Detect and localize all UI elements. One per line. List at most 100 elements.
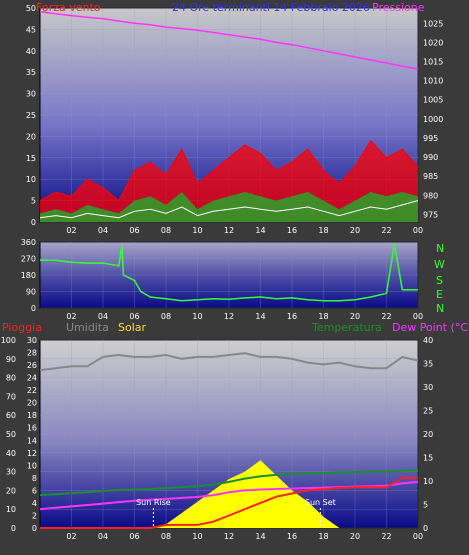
x-tick-label-2: 08 [161, 532, 171, 541]
y-tick-rain: 4 [32, 499, 37, 508]
y-tick-pressure: 1015 [423, 58, 443, 67]
x-tick-label-1: 00 [413, 312, 423, 321]
x-tick-label-0: 18 [318, 226, 328, 235]
y-tick-wind: 35 [26, 68, 36, 77]
x-tick-label-0: 04 [98, 226, 108, 235]
y-tick-direction: 90 [26, 288, 36, 297]
y-tick-pct: 90 [6, 355, 16, 364]
legend-wind: Forza vento [36, 1, 101, 14]
y-tick-pressure: 1005 [423, 96, 443, 105]
y-tick-rain: 22 [27, 386, 37, 395]
x-tick-label-0: 20 [350, 226, 360, 235]
y-tick-pct: 10 [6, 505, 16, 514]
y-tick-direction: 270 [21, 255, 36, 264]
y-tick-wind: 50 [26, 4, 36, 13]
y-tick-rain: 10 [27, 461, 37, 470]
y-tick-pct: 30 [6, 468, 16, 477]
x-tick-label-1: 22 [381, 312, 391, 321]
y-tick-pressure: 980 [423, 191, 438, 200]
annotation-label-1: Sun Set [305, 498, 336, 507]
x-tick-label-2: 20 [350, 532, 360, 541]
chart-title: 24 Ore terminanti 14 Febbraio 2026 [172, 1, 370, 14]
y-tick-direction: 360 [21, 238, 36, 247]
x-tick-label-0: 06 [129, 226, 139, 235]
series-wind-avg-line [39, 200, 419, 219]
x-tick-label-2: 12 [224, 532, 234, 541]
y-tick-rain: 12 [27, 449, 37, 458]
y-tick-temp: 30 [423, 383, 433, 392]
y-tick-rain: 20 [27, 399, 37, 408]
x-tick-label-0: 22 [381, 226, 391, 235]
y-tick-rain: 16 [27, 424, 37, 433]
x-tick-label-1: 10 [192, 312, 202, 321]
x-tick-label-2: 02 [66, 532, 76, 541]
y-tick-pressure: 1020 [423, 38, 443, 47]
x-tick-label-2: 00 [413, 532, 423, 541]
x-tick-label-0: 16 [287, 226, 297, 235]
y-tick-temp: 25 [423, 407, 433, 416]
x-tick-label-0: 00 [413, 226, 423, 235]
y-tick-rain: 6 [32, 486, 37, 495]
compass-s: S [436, 274, 443, 287]
y-tick-rain: 8 [32, 474, 37, 483]
y-tick-pressure: 1000 [423, 115, 443, 124]
y-tick-temp: 40 [423, 336, 433, 345]
legend-temperature: Temperatura [311, 321, 382, 334]
series-temperature-line [39, 469, 419, 497]
y-tick-pct: 0 [11, 524, 16, 533]
y-tick-rain: 28 [27, 349, 37, 358]
y-tick-rain: 2 [32, 511, 37, 520]
x-tick-label-1: 20 [350, 312, 360, 321]
series-wind-area [40, 192, 418, 222]
y-tick-pressure: 985 [423, 172, 438, 181]
y-tick-wind: 40 [26, 47, 36, 56]
x-tick-label-2: 22 [381, 532, 391, 541]
y-tick-pressure: 990 [423, 153, 438, 162]
series-solar-area [40, 460, 418, 528]
y-tick-pressure: 1010 [423, 77, 443, 86]
x-tick-label-0: 12 [224, 226, 234, 235]
y-tick-pct: 100 [1, 336, 16, 345]
y-tick-direction: 0 [31, 304, 36, 313]
x-tick-label-2: 16 [287, 532, 297, 541]
y-tick-pressure: 1025 [423, 19, 443, 28]
x-tick-label-0: 02 [66, 226, 76, 235]
x-tick-label-1: 16 [287, 312, 297, 321]
y-tick-rain: 26 [27, 361, 37, 370]
compass-e: E [436, 288, 443, 301]
y-tick-pct: 50 [6, 430, 16, 439]
y-tick-wind: 20 [26, 132, 36, 141]
x-tick-label-2: 10 [192, 532, 202, 541]
y-tick-rain: 30 [27, 336, 37, 345]
y-tick-temp: 0 [423, 524, 428, 533]
y-tick-rain: 0 [32, 524, 37, 533]
y-tick-wind: 30 [26, 90, 36, 99]
y-tick-temp: 15 [423, 454, 433, 463]
x-tick-label-1: 18 [318, 312, 328, 321]
y-tick-wind: 10 [26, 175, 36, 184]
x-tick-label-1: 14 [255, 312, 265, 321]
x-tick-label-1: 12 [224, 312, 234, 321]
y-tick-temp: 35 [423, 360, 433, 369]
x-tick-label-0: 08 [161, 226, 171, 235]
x-tick-label-0: 14 [255, 226, 265, 235]
x-tick-label-2: 04 [98, 532, 108, 541]
series-rain-line [40, 476, 418, 529]
y-tick-wind: 25 [26, 111, 36, 120]
y-tick-rain: 18 [27, 411, 37, 420]
y-tick-direction: 180 [21, 271, 36, 280]
series-humidity-line [39, 352, 419, 372]
y-tick-pressure: 995 [423, 134, 438, 143]
series-gust-line [39, 139, 419, 202]
y-tick-rain: 14 [27, 436, 37, 445]
legend-solar: Solar [118, 321, 147, 334]
compass-w: W [434, 258, 445, 271]
compass-n-bottom: N [436, 302, 444, 315]
legend-rain: Pioggia [2, 321, 42, 334]
y-tick-wind: 0 [31, 218, 36, 227]
legend-dewpoint: Dew Point (°C) [392, 321, 469, 334]
x-tick-label-1: 06 [129, 312, 139, 321]
legend-pressure: Pressione [372, 1, 425, 14]
